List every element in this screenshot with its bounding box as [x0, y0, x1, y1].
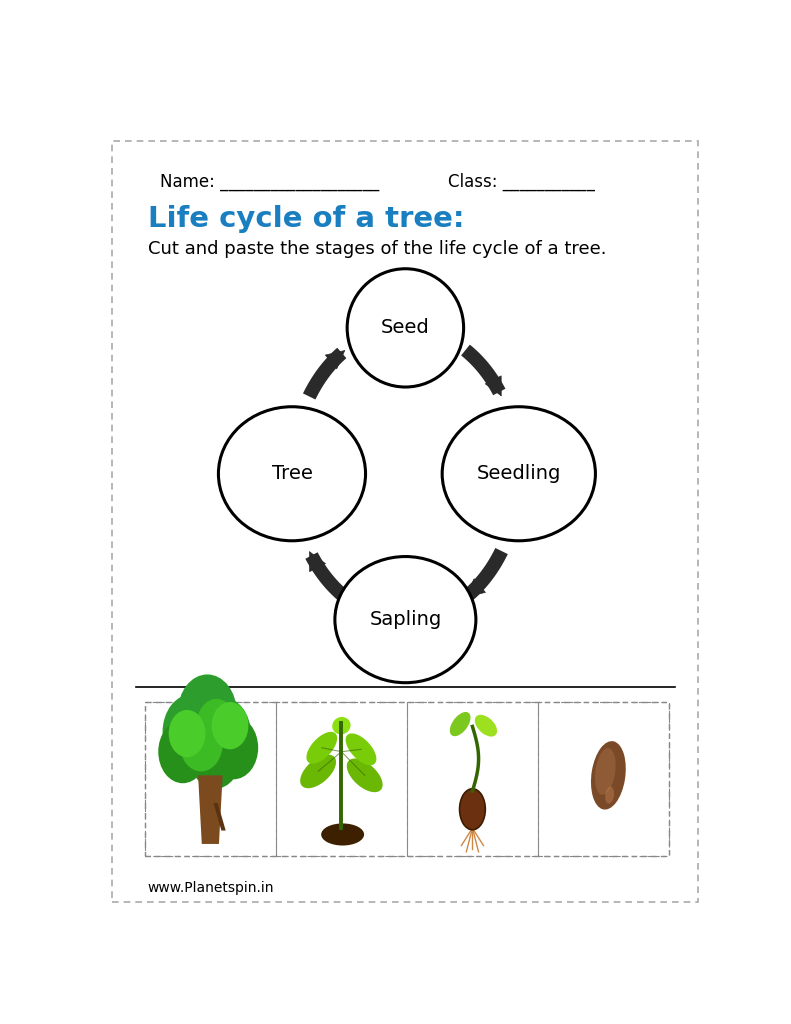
Circle shape: [180, 716, 222, 771]
Polygon shape: [198, 775, 222, 844]
Ellipse shape: [442, 407, 596, 541]
Text: Life cycle of a tree:: Life cycle of a tree:: [148, 205, 464, 233]
Ellipse shape: [332, 717, 350, 734]
Circle shape: [163, 694, 221, 770]
Circle shape: [212, 702, 248, 750]
Text: Name: ___________________: Name: ___________________: [161, 173, 380, 191]
Ellipse shape: [335, 557, 476, 683]
Ellipse shape: [300, 755, 336, 788]
Circle shape: [178, 675, 237, 751]
Ellipse shape: [346, 733, 377, 765]
Circle shape: [168, 710, 206, 757]
Ellipse shape: [460, 788, 486, 829]
Text: Sapling: Sapling: [369, 610, 441, 629]
Circle shape: [158, 720, 207, 783]
Circle shape: [197, 698, 237, 750]
Ellipse shape: [475, 715, 497, 736]
Ellipse shape: [605, 786, 614, 804]
Ellipse shape: [218, 407, 365, 541]
Circle shape: [195, 697, 251, 770]
Text: www.Planetspin.in: www.Planetspin.in: [148, 881, 274, 895]
Ellipse shape: [595, 749, 615, 795]
Polygon shape: [214, 803, 225, 830]
Text: Class: ___________: Class: ___________: [448, 173, 595, 191]
Ellipse shape: [347, 268, 464, 387]
Circle shape: [190, 723, 241, 788]
FancyBboxPatch shape: [112, 141, 698, 902]
FancyBboxPatch shape: [145, 702, 669, 856]
Ellipse shape: [591, 741, 626, 810]
Ellipse shape: [306, 732, 337, 764]
Ellipse shape: [321, 823, 364, 846]
Text: Seed: Seed: [381, 318, 430, 337]
Text: Seedling: Seedling: [477, 464, 561, 483]
Text: Tree: Tree: [271, 464, 312, 483]
Ellipse shape: [450, 712, 471, 736]
Circle shape: [209, 716, 258, 779]
Ellipse shape: [346, 759, 383, 793]
Text: Cut and paste the stages of the life cycle of a tree.: Cut and paste the stages of the life cyc…: [148, 240, 607, 258]
